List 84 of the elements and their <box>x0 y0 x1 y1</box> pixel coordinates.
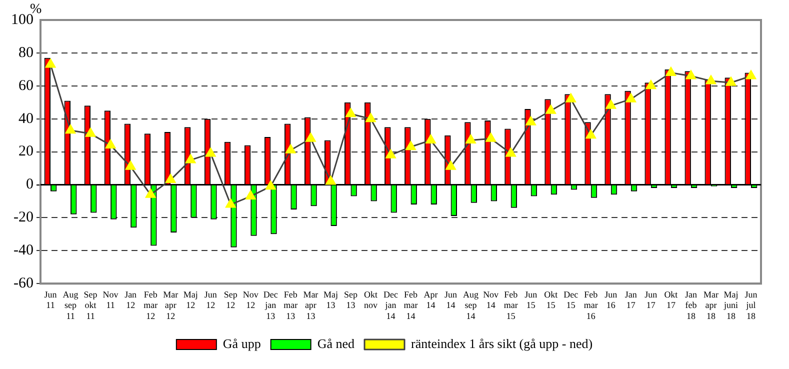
point <box>366 113 376 122</box>
point <box>166 174 176 184</box>
x-tick-label: Aug sep 14 <box>463 289 480 321</box>
point <box>406 141 416 150</box>
x-tick-label: Feb mar 16 <box>584 289 598 321</box>
point <box>45 58 56 68</box>
x-tick-label: Mar apr 12 <box>163 289 178 321</box>
point <box>646 80 656 90</box>
point <box>486 132 496 142</box>
point <box>566 93 576 102</box>
point <box>145 188 156 198</box>
point <box>266 180 276 190</box>
point <box>546 104 556 114</box>
point <box>746 70 756 80</box>
x-tick-label: Jun 12 <box>204 289 218 310</box>
y-tick-label: 20 <box>18 144 34 160</box>
legend-label: ränteindex 1 års sikt (gå upp - ned) <box>411 336 593 351</box>
y-tick-label: 0 <box>26 176 34 193</box>
x-tick-label: Feb mar 14 <box>404 289 418 321</box>
x-tick-label: Sep okt 11 <box>84 289 98 321</box>
x-tick-label: Jan 12 <box>124 289 138 310</box>
x-tick-label: Jan feb 18 <box>684 289 698 321</box>
x-tick-label: Apr 14 <box>424 289 438 310</box>
point <box>346 108 356 118</box>
x-tick-label: Maj 12 <box>183 289 198 310</box>
point <box>626 93 636 102</box>
x-tick-label: Jun jul 18 <box>744 289 758 321</box>
point <box>666 66 676 76</box>
x-tick-label: Mar apr 13 <box>303 289 318 321</box>
point <box>186 154 196 164</box>
x-tick-label: Sep 12 <box>224 289 238 310</box>
point <box>286 144 296 154</box>
point <box>326 176 336 185</box>
point <box>726 76 736 86</box>
point <box>526 116 536 126</box>
point <box>426 134 436 144</box>
point <box>206 148 216 157</box>
x-tick-label: Dec jan 13 <box>263 289 278 321</box>
point <box>586 130 596 139</box>
x-tick-label: Maj 13 <box>323 289 338 310</box>
y-tick-label: -40 <box>14 242 34 259</box>
legend-label: Gå upp <box>222 336 261 351</box>
y-tick-label: 80 <box>18 44 34 61</box>
point <box>85 128 96 137</box>
x-tick-label: Jan 17 <box>624 289 638 310</box>
x-tick-label: Aug sep 11 <box>62 289 79 321</box>
point <box>686 70 696 80</box>
point <box>606 100 616 109</box>
x-tick-label: Feb mar 15 <box>504 289 518 321</box>
point <box>65 124 76 134</box>
point <box>105 139 116 148</box>
y-tick-label: 100 <box>11 12 34 28</box>
y-tick-label: -60 <box>14 276 34 292</box>
point <box>706 75 716 84</box>
point <box>386 149 396 158</box>
x-tick-label: Nov 14 <box>483 289 500 310</box>
x-tick-label: Nov 11 <box>102 289 119 310</box>
x-tick-label: Sep 13 <box>344 289 358 310</box>
legend-label: Gå ned <box>317 336 356 351</box>
point <box>246 190 256 200</box>
x-tick-label: Feb mar 12 <box>144 289 158 321</box>
x-tick-label: Okt 15 <box>544 289 558 310</box>
x-tick-label: Jun 15 <box>524 289 538 310</box>
x-tick-label: Feb mar 13 <box>284 289 298 321</box>
x-tick-label: Okt nov <box>364 289 378 310</box>
point <box>446 160 456 170</box>
x-tick-label: Maj juni 18 <box>722 289 738 321</box>
point <box>306 132 316 142</box>
y-tick-label: 60 <box>18 78 34 94</box>
y-tick-label: -20 <box>14 210 34 226</box>
x-tick-label: Jun 11 <box>44 289 58 310</box>
x-tick-label: Jun 14 <box>444 289 458 310</box>
point <box>125 160 136 170</box>
x-tick-label: Jun 16 <box>604 289 618 310</box>
x-tick-label: Okt 17 <box>664 289 678 310</box>
point <box>466 134 476 144</box>
x-tick-label: Dec jan 14 <box>383 289 398 321</box>
point <box>226 198 236 208</box>
x-tick-label: Jun 17 <box>644 289 658 310</box>
x-tick-label: Nov 12 <box>242 289 259 310</box>
x-tick-label: Dec 15 <box>564 289 578 310</box>
point <box>506 148 516 157</box>
x-tick-label: Mar apr 18 <box>703 289 718 321</box>
y-tick-label: 40 <box>18 110 34 127</box>
